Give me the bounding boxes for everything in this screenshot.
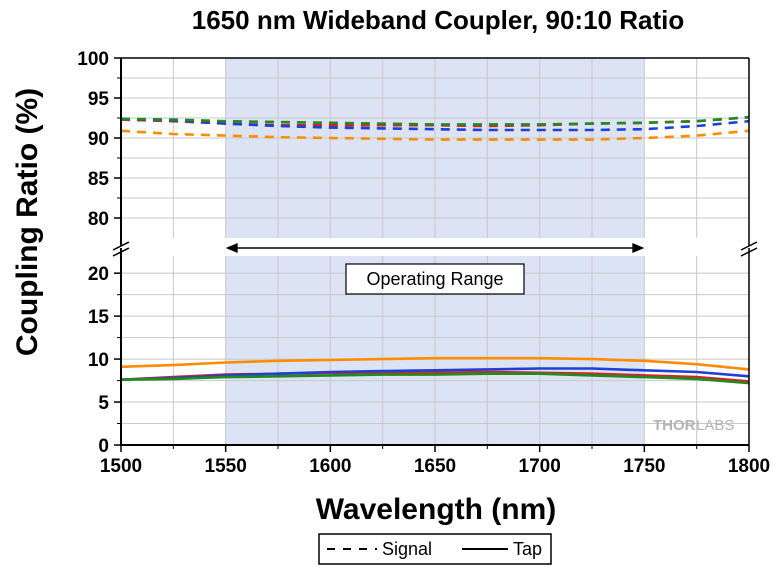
signal-series-line-3 <box>120 115 750 126</box>
tap-series-line-7 <box>120 372 750 385</box>
plot-area: 1500 1550 1600 1650 1700 1750 1800 80 85 90 95 100 0… <box>77 49 770 477</box>
y-tick-label: 5 <box>98 393 109 414</box>
y-tick-label: 15 <box>88 307 110 328</box>
chart-title: 1650 nm Wideband Coupler, 90:10 Ratio <box>192 5 684 35</box>
tap-series-line-6 <box>120 367 750 381</box>
y-tick-label: 20 <box>88 264 109 285</box>
watermark-text-right: LABS <box>696 417 734 434</box>
x-axis-title: Wavelength (nm) <box>316 493 557 526</box>
x-tick-label: 1650 <box>414 456 456 477</box>
axis-break-mark <box>740 247 758 257</box>
y-tick-label: 80 <box>88 209 109 230</box>
axis-break-mark <box>740 241 758 251</box>
x-tick-label: 1600 <box>309 456 351 477</box>
tap-series-line-4 <box>120 356 750 371</box>
x-tick-label: 1500 <box>100 456 142 477</box>
y-tick-label: 85 <box>88 169 110 190</box>
x-tick-label: 1700 <box>519 456 561 477</box>
legend: Signal Tap <box>318 533 552 565</box>
legend-tap-label: Tap <box>513 539 542 559</box>
y-tick-label: 0 <box>98 436 109 457</box>
arrow-head-left <box>225 243 238 253</box>
thorlabs-watermark: THOR LABS <box>653 417 734 434</box>
x-tick-label: 1800 <box>728 456 770 477</box>
y-tick-label: 10 <box>88 350 109 371</box>
axis-break-mark <box>112 241 130 251</box>
signal-series-line-2 <box>120 117 750 132</box>
legend-signal-label: Signal <box>382 539 432 559</box>
y-axis-title: Coupling Ratio (%) <box>11 88 44 356</box>
y-tick-label: 95 <box>88 89 110 110</box>
watermark-text-left: THOR <box>653 417 696 434</box>
y-tick-label: 90 <box>88 129 109 150</box>
operating-range-label-box <box>345 263 525 295</box>
axis-break-mark <box>112 247 130 257</box>
signal-series-line-0 <box>120 129 750 141</box>
arrow-head-right <box>632 243 645 253</box>
x-tick-label: 1750 <box>623 456 665 477</box>
y-tick-label: 100 <box>77 49 109 70</box>
operating-range-label: Operating Range <box>366 269 503 289</box>
legend-box <box>318 533 552 565</box>
x-tick-label: 1550 <box>205 456 247 477</box>
